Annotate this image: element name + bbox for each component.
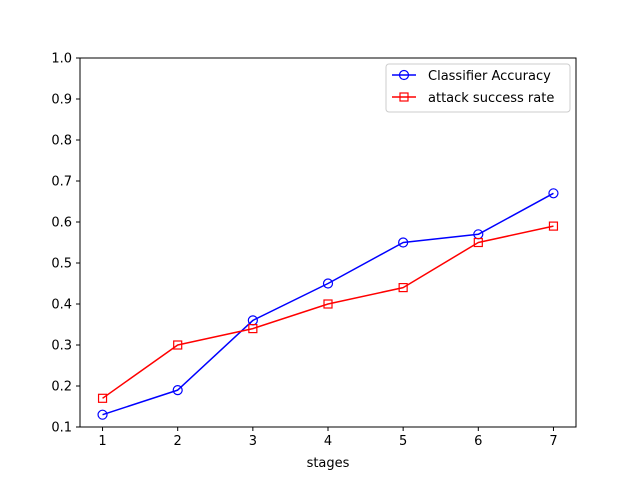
y-tick-label: 0.3: [51, 339, 72, 354]
data-point-series-0: [172, 385, 183, 396]
legend-box: [385, 63, 571, 113]
legend-label-series-0: Classifier Accuracy: [428, 69, 551, 84]
y-tick-label: 0.2: [51, 380, 72, 395]
data-point-series-0: [97, 409, 108, 420]
x-tick-label: 6: [474, 434, 482, 449]
y-tick-label: 0.6: [51, 216, 72, 231]
y-tick-label: 0.1: [51, 421, 72, 436]
data-point-series-1: [173, 340, 183, 350]
x-axis-label: stages: [307, 456, 350, 471]
data-point-series-1: [473, 237, 483, 248]
y-tick-label: 0.7: [51, 175, 72, 190]
data-point-series-1: [398, 283, 408, 293]
y-tick-label: 0.9: [51, 93, 72, 108]
x-tick-label: 4: [324, 434, 332, 449]
series-line-1: [102, 225, 554, 399]
plot-frame: [79, 57, 577, 428]
series-line-0: [102, 192, 554, 416]
legend-label-series-1: attack success rate: [428, 91, 554, 106]
y-tick-label: 1.0: [51, 52, 72, 67]
data-point-series-1: [323, 299, 333, 309]
series-layer: [97, 188, 559, 420]
y-tick-label: 0.8: [51, 134, 72, 149]
data-point-series-1: [548, 221, 559, 231]
data-point-series-1: [248, 324, 258, 334]
data-point-series-1: [97, 393, 108, 403]
x-tick-label: 2: [174, 434, 182, 449]
y-axis-ticks: 0.1 0.2 0.3 0.4 0.5 0.6 0.7 0.8 0.9 1.0: [51, 52, 80, 436]
x-tick-label: 3: [249, 434, 257, 449]
y-tick-label: 0.4: [51, 298, 72, 313]
x-axis-ticks: 1 2 3 4 5 6 7: [98, 427, 558, 449]
y-tick-label: 0.5: [51, 257, 72, 272]
x-tick-label: 7: [549, 434, 557, 449]
data-point-series-0: [398, 237, 409, 248]
plot-area: [80, 58, 576, 427]
legend: Classifier Accuracy attack success rate: [385, 63, 571, 113]
x-tick-label: 1: [98, 434, 106, 449]
data-point-series-0: [548, 188, 559, 199]
legend-marker-series-1: [399, 92, 409, 102]
data-point-series-0: [322, 278, 334, 289]
legend-marker-series-0: [398, 69, 410, 81]
x-tick-label: 5: [399, 434, 407, 449]
